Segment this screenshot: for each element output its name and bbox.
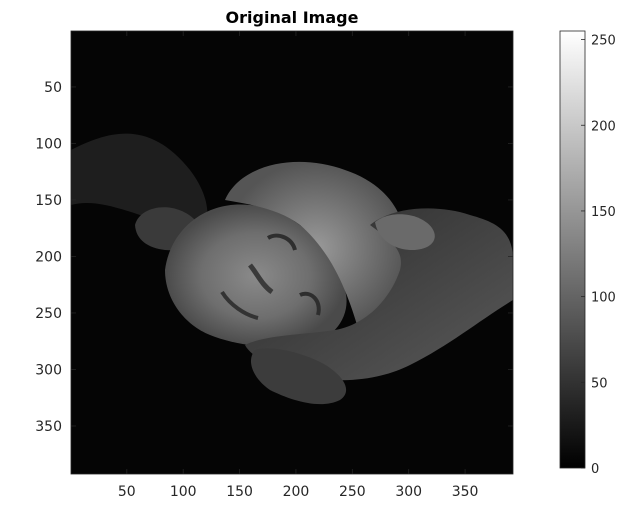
- colorbar-tick-label: 50: [591, 376, 608, 391]
- y-tick-label: 50: [44, 80, 62, 96]
- y-tick-label: 150: [35, 193, 62, 209]
- y-tick-label: 300: [35, 362, 62, 378]
- image-axes: 50 100 150 200 250 300 350 50 100 150 200 250 300 35…: [35, 31, 513, 500]
- colorbar-axis: 0 50 100 150 200 250: [581, 34, 616, 477]
- chart-title: Original Image: [226, 8, 359, 27]
- x-tick-label: 350: [452, 484, 479, 500]
- x-tick-label: 300: [395, 484, 422, 500]
- x-tick-label: 100: [170, 484, 197, 500]
- x-tick-label: 150: [226, 484, 253, 500]
- y-tick-label: 200: [35, 249, 62, 265]
- colorbar-tick-label: 150: [591, 205, 616, 220]
- x-tick-label: 50: [118, 484, 136, 500]
- x-tick-label: 250: [339, 484, 366, 500]
- colorbar-tick-label: 0: [591, 462, 599, 477]
- colorbar-tick-label: 100: [591, 291, 616, 306]
- colorbar-tick-label: 200: [591, 119, 616, 134]
- y-tick-label: 250: [35, 306, 62, 322]
- colorbar: 0 50 100 150 200 250: [560, 31, 616, 477]
- y-tick-label: 100: [35, 136, 62, 152]
- colorbar-tick-label: 250: [591, 34, 616, 49]
- x-tick-label: 200: [283, 484, 310, 500]
- colorbar-gradient: [560, 31, 585, 468]
- y-tick-label: 350: [35, 419, 62, 435]
